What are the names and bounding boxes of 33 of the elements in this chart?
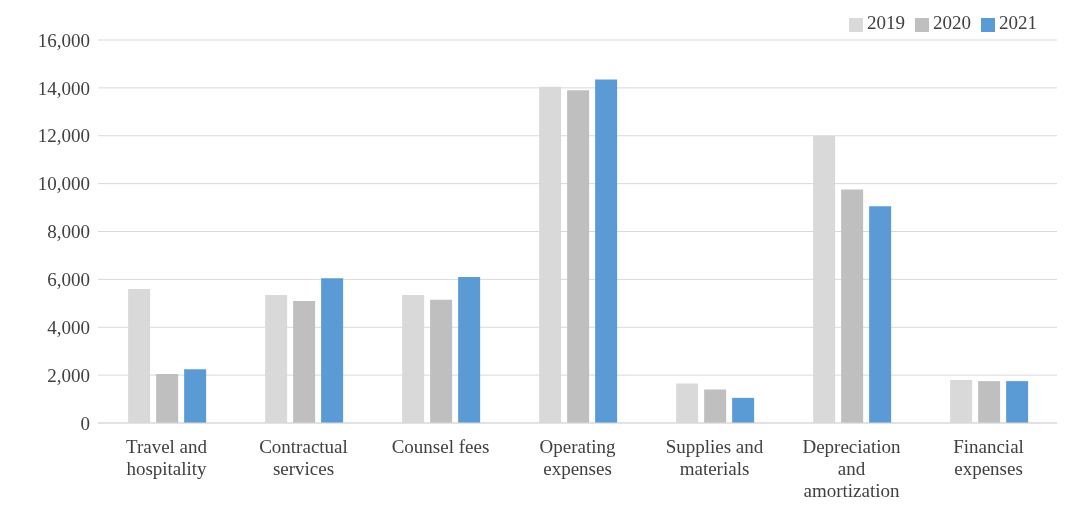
bar [458, 276, 481, 423]
y-tick-label: 16,000 [37, 29, 90, 51]
bar [156, 373, 179, 423]
bar [869, 206, 892, 423]
x-tick-label: Depreciation and amortization [802, 436, 902, 501]
y-tick-label: 2,000 [47, 364, 90, 386]
y-tick-label: 12,000 [37, 125, 90, 147]
y-tick-label: 14,000 [37, 77, 90, 99]
bar [321, 278, 344, 423]
bar [841, 189, 864, 423]
bar [184, 369, 207, 423]
bar [1006, 381, 1029, 423]
y-tick-label: 10,000 [37, 173, 90, 195]
bar [567, 90, 590, 423]
y-tick-label: 0 [80, 412, 90, 434]
y-tick-label: 6,000 [47, 269, 90, 291]
bar [430, 299, 453, 423]
x-tick-label: Operating expenses [539, 436, 616, 479]
y-tick-label: 4,000 [47, 316, 90, 338]
bar [293, 300, 316, 423]
bar [704, 389, 727, 423]
bar [595, 79, 618, 423]
x-tick-label: Counsel fees [391, 436, 490, 457]
x-tick-label: Travel and hospitality [125, 436, 208, 479]
legend-label: 2021 [999, 12, 1037, 33]
bar [978, 381, 1001, 423]
x-tick-label: Contractual services [259, 436, 348, 479]
y-tick-label: 8,000 [47, 221, 90, 243]
x-tick-label: Supplies and materials [665, 436, 764, 479]
legend-label: 2019 [867, 12, 905, 33]
legend-label: 2020 [933, 12, 971, 33]
bar [732, 397, 755, 423]
x-tick-label: Financial expenses [953, 436, 1024, 479]
